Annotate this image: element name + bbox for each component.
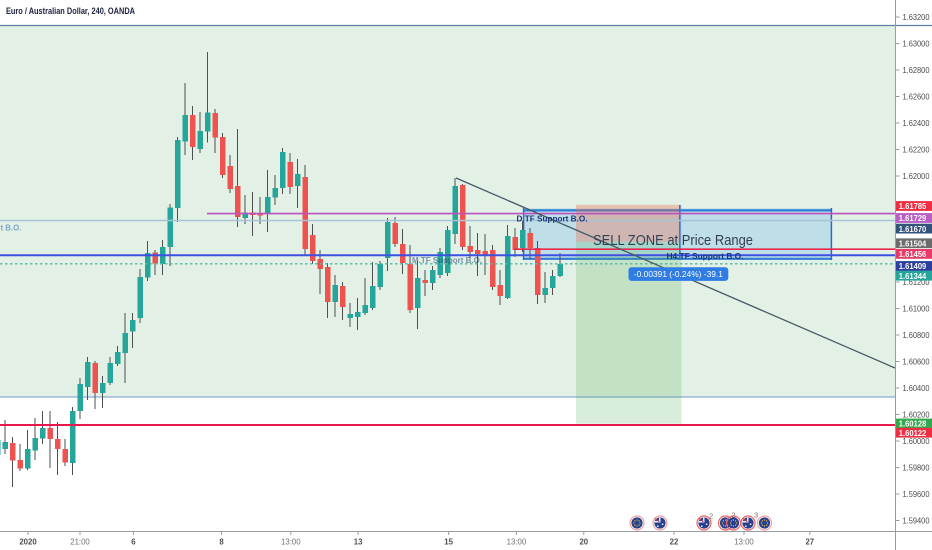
svg-text:1.60122: 1.60122 xyxy=(899,428,927,438)
svg-text:8: 8 xyxy=(219,537,224,546)
svg-text:Euro / Australian Dollar, 240,: Euro / Australian Dollar, 240, OANDA xyxy=(6,6,135,16)
svg-text:15: 15 xyxy=(444,537,453,546)
svg-text:1.60200: 1.60200 xyxy=(903,410,930,420)
svg-text:1.61200: 1.61200 xyxy=(903,277,930,287)
svg-text:1.61409: 1.61409 xyxy=(899,261,927,271)
svg-text:1.61344: 1.61344 xyxy=(899,271,927,281)
svg-text:1.59400: 1.59400 xyxy=(903,516,930,526)
svg-text:2: 2 xyxy=(709,512,713,521)
svg-text:13:00: 13:00 xyxy=(734,537,754,546)
svg-text:1.62000: 1.62000 xyxy=(903,171,930,181)
svg-text:1.60000: 1.60000 xyxy=(903,436,930,446)
svg-text:H4.TF Support B.O.: H4.TF Support B.O. xyxy=(667,252,744,261)
svg-text:1.61504: 1.61504 xyxy=(899,239,927,249)
svg-text:-0.00391 (-0.24%) -39.1: -0.00391 (-0.24%) -39.1 xyxy=(634,269,723,279)
svg-text:1.60128: 1.60128 xyxy=(899,419,927,429)
svg-text:1.59800: 1.59800 xyxy=(903,463,930,473)
svg-text:SELL ZONE at Price Range: SELL ZONE at Price Range xyxy=(593,233,753,249)
svg-text:6: 6 xyxy=(131,537,136,546)
svg-text:1.62800: 1.62800 xyxy=(903,65,930,75)
svg-text:2020: 2020 xyxy=(19,537,37,546)
svg-text:t B.O.: t B.O. xyxy=(1,223,22,232)
svg-text:13: 13 xyxy=(354,537,363,546)
svg-text:1.60400: 1.60400 xyxy=(903,383,930,393)
svg-text:1.62400: 1.62400 xyxy=(903,118,930,128)
svg-text:21:00: 21:00 xyxy=(70,537,90,546)
svg-text:1.62200: 1.62200 xyxy=(903,145,930,155)
svg-text:13:00: 13:00 xyxy=(281,537,301,546)
svg-text:1.61785: 1.61785 xyxy=(899,201,927,211)
svg-text:1.60600: 1.60600 xyxy=(903,357,930,367)
svg-text:1.60800: 1.60800 xyxy=(903,330,930,340)
svg-text:1.63200: 1.63200 xyxy=(903,12,930,22)
svg-text:1.61670: 1.61670 xyxy=(899,224,927,234)
svg-text:2: 2 xyxy=(732,511,736,520)
svg-text:13:00: 13:00 xyxy=(507,537,527,546)
svg-text:22: 22 xyxy=(670,537,679,546)
svg-text:1.62600: 1.62600 xyxy=(903,92,930,102)
svg-text:1.63000: 1.63000 xyxy=(903,39,930,49)
svg-text:1.61729: 1.61729 xyxy=(899,213,927,223)
svg-text:3: 3 xyxy=(754,511,758,520)
svg-text:1.61456: 1.61456 xyxy=(899,249,927,259)
svg-text:20: 20 xyxy=(579,537,588,546)
svg-text:1.61000: 1.61000 xyxy=(903,304,930,314)
svg-text:D.TF Support B.O.: D.TF Support B.O. xyxy=(517,215,588,224)
svg-text:M.TF Support B.O.: M.TF Support B.O. xyxy=(412,256,482,265)
svg-text:1.59600: 1.59600 xyxy=(903,489,930,499)
svg-text:27: 27 xyxy=(805,537,814,546)
